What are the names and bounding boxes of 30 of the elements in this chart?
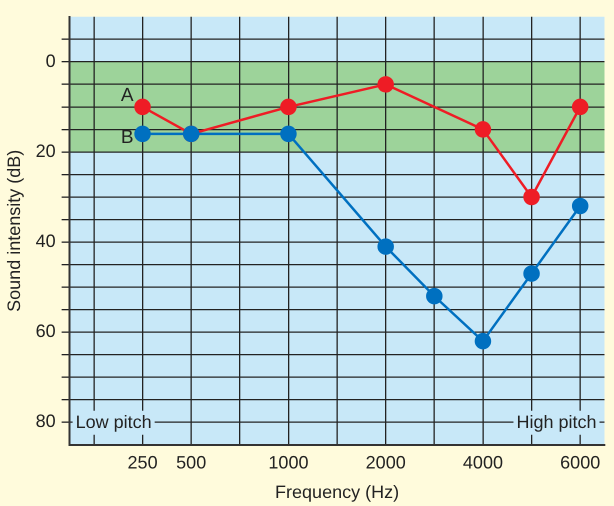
point — [523, 265, 540, 282]
point — [134, 126, 151, 142]
point — [426, 288, 443, 304]
y-tick-label: 20 — [36, 140, 56, 161]
point — [377, 76, 394, 93]
x-tick-label: 250 — [128, 452, 158, 473]
y-axis-title: Sound intensity (dB) — [4, 150, 24, 312]
y-tick-label: 0 — [46, 50, 56, 71]
point — [523, 188, 540, 206]
x-tick-label: 4000 — [462, 452, 503, 473]
point — [280, 126, 297, 142]
annotation: Low pitch — [76, 412, 152, 432]
point — [280, 98, 297, 116]
point — [474, 121, 492, 138]
x-tick-label: 6000 — [560, 452, 600, 473]
point — [474, 332, 492, 350]
x-tick-label: 2000 — [366, 452, 406, 473]
y-tick-label: 60 — [36, 321, 56, 342]
point — [134, 98, 151, 116]
y-tick-label: 40 — [36, 231, 56, 252]
series-label: A — [120, 85, 134, 106]
point — [572, 198, 588, 214]
point — [377, 238, 394, 255]
point — [572, 98, 588, 116]
x-axis-title: Frequency (Hz) — [275, 482, 400, 502]
x-tick-label: 1000 — [268, 452, 308, 473]
series-label: B — [120, 127, 134, 148]
y-tick-label: 80 — [36, 411, 56, 432]
annotation: High pitch — [516, 412, 597, 432]
x-tick-label: 500 — [176, 452, 206, 473]
